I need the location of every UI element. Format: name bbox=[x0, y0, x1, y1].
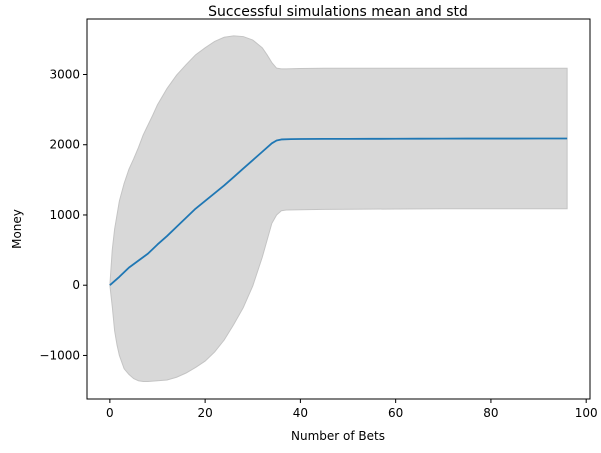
x-tick-label: 0 bbox=[106, 406, 114, 420]
y-tick-label: 0 bbox=[72, 278, 80, 292]
chart-title: Successful simulations mean and std bbox=[208, 4, 468, 20]
mean-line bbox=[109, 137, 568, 286]
x-tick-label: 60 bbox=[388, 406, 403, 420]
axis-ticks: 0 20 40 60 80 100 −1000 0 1000 2000 3000 bbox=[39, 67, 597, 420]
x-tick-label: 100 bbox=[575, 406, 598, 420]
x-tick-label: 40 bbox=[293, 406, 308, 420]
y-tick-label: −1000 bbox=[39, 348, 80, 362]
plot-area bbox=[109, 35, 568, 382]
y-tick-label: 3000 bbox=[49, 67, 80, 81]
x-tick-label: 20 bbox=[197, 406, 212, 420]
x-tick-label: 80 bbox=[483, 406, 498, 420]
axes-frame bbox=[86, 18, 591, 400]
y-axis-label: Money bbox=[10, 209, 24, 249]
y-tick-label: 1000 bbox=[49, 208, 80, 222]
y-tick-label: 2000 bbox=[49, 138, 80, 152]
x-axis-label: Number of Bets bbox=[291, 429, 385, 443]
